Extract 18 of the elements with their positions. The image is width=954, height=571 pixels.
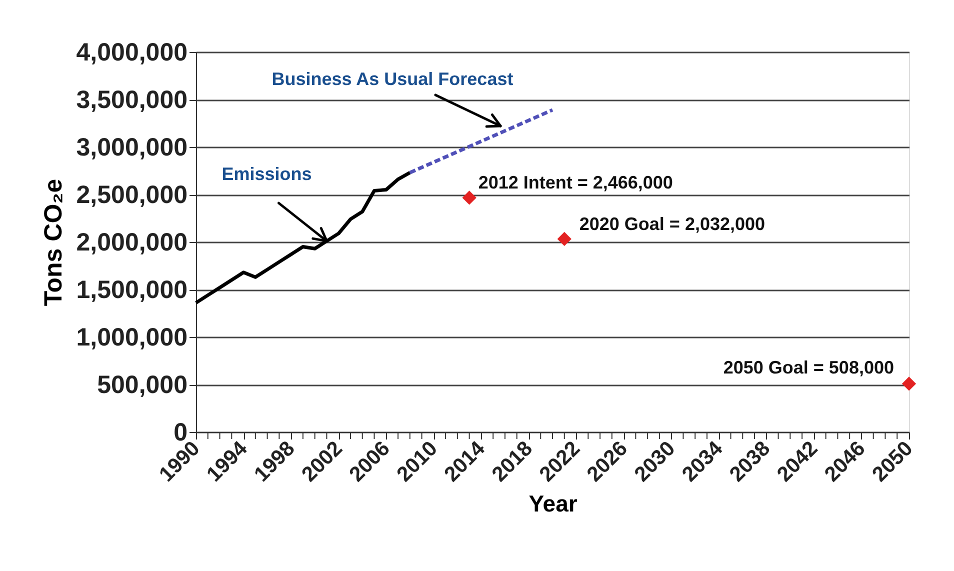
annotation: 2020 Goal = 2,032,000 [579,214,766,234]
y-tick-label: 500,000 [97,371,188,399]
y-tick-label: 3,000,000 [76,134,188,162]
point [557,232,572,246]
x-axis-title: Year [528,490,578,517]
y-tick-label: 1,500,000 [76,276,188,304]
y-tick-label: 4,000,000 [76,38,188,66]
y-tick-label: 2,000,000 [76,228,188,256]
annotation: 2050 Goal = 508,000 [723,358,894,378]
point [902,376,916,391]
y-axis-title: Tons CO₂e [39,178,68,306]
y-tick-label: 2,500,000 [76,181,188,209]
y-tick-label: 3,500,000 [76,86,188,114]
annotation: 2012 Intent = 2,466,000 [478,172,673,193]
series-label: Business As Usual Forecast [272,68,514,89]
text: Emissions [222,164,312,184]
point [462,190,476,205]
y-tick-label: 1,000,000 [76,324,188,352]
